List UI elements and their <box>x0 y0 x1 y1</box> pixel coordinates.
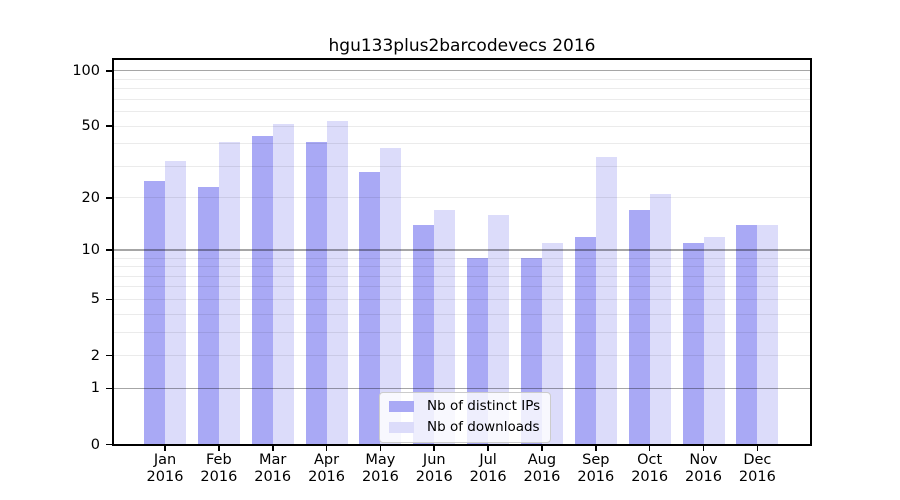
plot-area: Nb of distinct IPs Nb of downloads <box>112 58 812 446</box>
x-tick-jan <box>164 446 166 451</box>
x-tick-label-jun: Jun 2016 <box>415 452 453 485</box>
gridline-7 <box>114 275 810 277</box>
y-tick-label-1: 1 <box>90 380 100 397</box>
bar-downloads-nov <box>703 236 725 444</box>
bar-distinct-ips-oct <box>628 210 650 444</box>
y-tick-1 <box>106 387 112 390</box>
x-tick-label-sep: Sep 2016 <box>577 452 615 485</box>
legend-label-downloads: Nb of downloads <box>427 419 540 435</box>
y-tick-label-0: 0 <box>90 436 100 453</box>
x-tick-apr <box>325 446 328 451</box>
bar-downloads-oct <box>649 194 671 444</box>
y-tick-label-5: 5 <box>90 291 100 308</box>
bar-distinct-ips-mar <box>251 136 273 444</box>
y-tick-10 <box>106 249 112 252</box>
x-tick-label-jan: Jan 2016 <box>146 452 184 485</box>
x-tick-nov <box>702 446 705 451</box>
gridline-90 <box>114 78 810 80</box>
bar-distinct-ips-nov <box>682 243 704 444</box>
grid-layer <box>114 60 810 444</box>
y-tick-label-20: 20 <box>81 189 100 206</box>
x-tick-dec <box>756 446 759 451</box>
bar-distinct-ips-sep <box>574 236 596 444</box>
gridline-40 <box>114 143 810 145</box>
bar-distinct-ips-jan <box>144 180 165 444</box>
bar-downloads-jan <box>165 161 186 444</box>
gridline-2 <box>114 355 810 357</box>
y-tick-label-100: 100 <box>72 62 100 79</box>
x-tick-jun <box>433 446 436 451</box>
bar-downloads-jun <box>434 210 456 444</box>
bar-downloads-feb <box>218 141 240 444</box>
y-tick-label-2: 2 <box>90 347 100 364</box>
gridline-8 <box>114 266 810 268</box>
bar-distinct-ips-jun <box>413 225 435 444</box>
bar-distinct-ips-apr <box>305 141 327 444</box>
gridline-80 <box>114 88 810 90</box>
gridline-10 <box>114 249 810 252</box>
bar-downloads-apr <box>326 121 348 444</box>
gridline-9 <box>114 257 810 259</box>
x-tick-mar <box>271 446 274 451</box>
legend-swatch-downloads <box>389 422 414 433</box>
bar-downloads-sep <box>595 156 617 444</box>
x-tick-label-nov: Nov 2016 <box>685 452 722 485</box>
legend-label-distinct-ips: Nb of distinct IPs <box>427 398 541 414</box>
legend-row-downloads: Nb of downloads <box>389 419 540 436</box>
x-tick-oct <box>648 446 651 451</box>
bar-downloads-mar <box>272 124 294 444</box>
gridline-50 <box>114 125 810 127</box>
x-tick-feb <box>218 446 220 451</box>
legend: Nb of distinct IPs Nb of downloads <box>379 392 552 443</box>
bar-downloads-may <box>380 147 402 444</box>
gridline-5 <box>114 298 810 300</box>
gridline-6 <box>114 286 810 288</box>
x-tick-label-aug: Aug 2016 <box>523 452 561 485</box>
bar-downloads-dec <box>757 225 779 444</box>
gridline-4 <box>114 313 810 315</box>
x-tick-may <box>379 446 382 451</box>
chart-title: hgu133plus2barcodevecs 2016 <box>328 36 596 56</box>
x-tick-label-may: May 2016 <box>361 452 399 485</box>
y-tick-label-10: 10 <box>81 242 100 259</box>
y-tick-5 <box>106 298 112 301</box>
gridline-3 <box>114 331 810 333</box>
y-tick-0 <box>106 443 112 446</box>
gridline-30 <box>114 165 810 167</box>
gridline-60 <box>114 111 810 113</box>
x-tick-aug <box>541 446 543 451</box>
x-tick-label-feb: Feb 2016 <box>200 452 238 485</box>
y-tick-2 <box>106 354 112 357</box>
bar-distinct-ips-may <box>359 171 381 444</box>
x-tick-label-dec: Dec 2016 <box>738 452 776 485</box>
bar-distinct-ips-feb <box>197 187 219 444</box>
y-tick-100 <box>106 69 112 72</box>
bar-distinct-ips-dec <box>736 225 758 444</box>
gridline-20 <box>114 197 810 199</box>
y-tick-label-50: 50 <box>81 118 100 135</box>
x-tick-sep <box>594 446 597 451</box>
x-tick-label-mar: Mar 2016 <box>254 452 292 485</box>
legend-row-distinct-ips: Nb of distinct IPs <box>389 398 540 415</box>
y-tick-50 <box>106 125 112 127</box>
x-tick-label-oct: Oct 2016 <box>631 452 669 485</box>
legend-swatch-distinct-ips <box>389 401 414 412</box>
x-tick-label-jul: Jul 2016 <box>469 452 507 485</box>
gridline-100 <box>114 69 810 72</box>
x-tick-label-apr: Apr 2016 <box>308 452 345 485</box>
x-tick-jul <box>487 446 489 451</box>
bar-downloads-jul <box>488 215 510 444</box>
gridline-1 <box>114 387 810 390</box>
y-tick-20 <box>106 197 112 199</box>
gridline-70 <box>114 98 810 100</box>
